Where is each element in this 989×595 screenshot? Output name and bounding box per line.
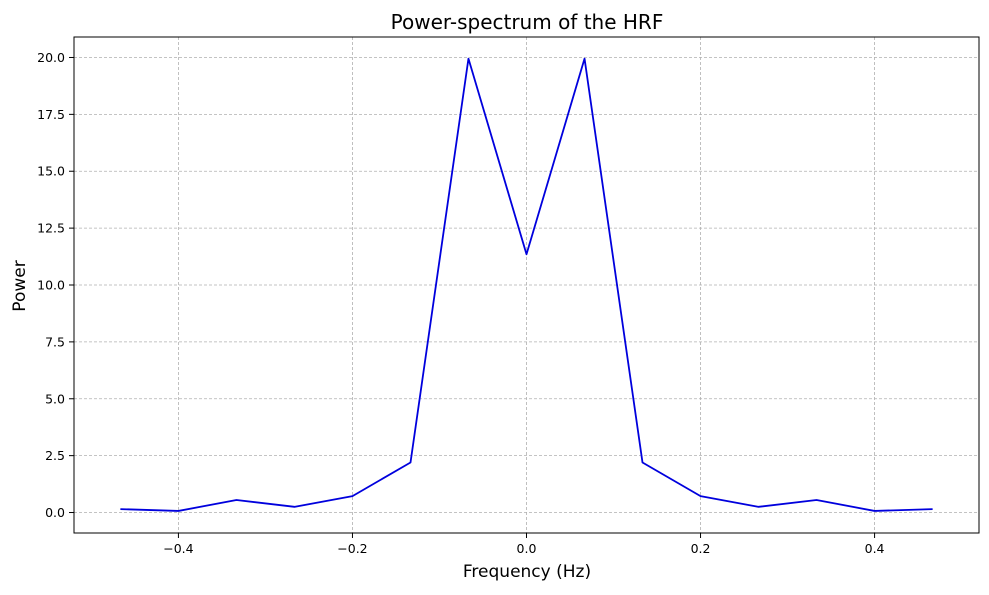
y-tick-label: 0.0: [45, 505, 65, 520]
x-axis: −0.4 −0.2 0.0 0.2 0.4: [163, 533, 885, 556]
chart-title: Power-spectrum of the HRF: [391, 10, 664, 34]
y-axis-label: Power: [10, 260, 30, 311]
x-axis-label: Frequency (Hz): [463, 562, 591, 582]
y-axis: 0.0 2.5 5.0 7.5 10.0 12.5 15.0 17.5 20.0: [37, 50, 74, 520]
y-tick-label: 5.0: [45, 391, 65, 406]
x-tick-label: −0.4: [163, 541, 193, 556]
y-tick-label: 15.0: [37, 164, 65, 179]
grid: [74, 37, 979, 533]
series-line: [120, 57, 933, 512]
series-layer: [120, 57, 933, 512]
y-tick-label: 7.5: [45, 334, 65, 349]
x-tick-label: 0.2: [691, 541, 711, 556]
x-tick-label: 0.0: [517, 541, 537, 556]
y-tick-label: 10.0: [37, 278, 65, 293]
y-tick-label: 2.5: [45, 448, 65, 463]
y-tick-label: 12.5: [37, 221, 65, 236]
y-tick-label: 20.0: [37, 50, 65, 65]
x-tick-label: 0.4: [865, 541, 885, 556]
x-tick-label: −0.2: [337, 541, 367, 556]
y-tick-label: 17.5: [37, 107, 65, 122]
